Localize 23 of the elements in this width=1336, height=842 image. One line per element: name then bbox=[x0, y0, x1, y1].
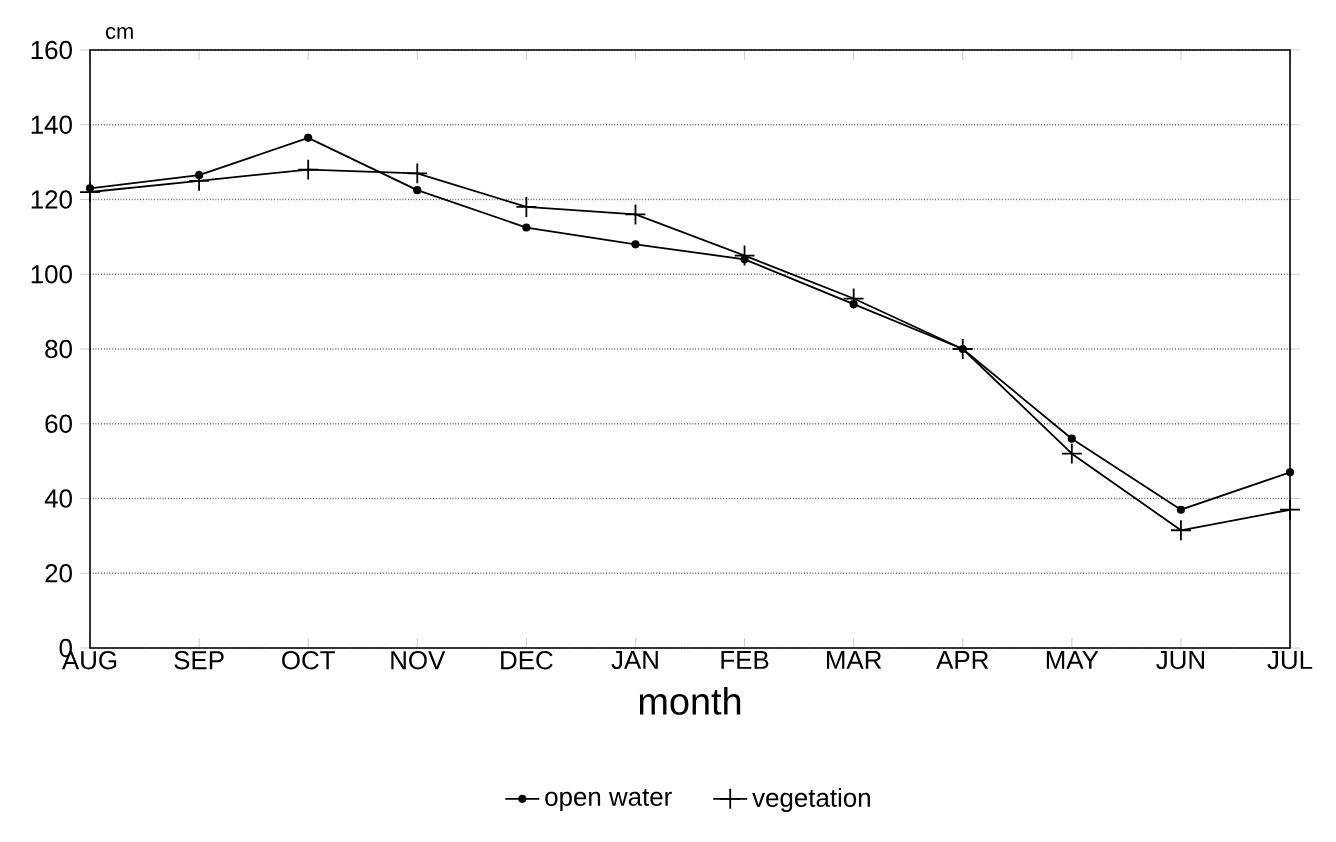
x-tick-label: APR bbox=[936, 651, 989, 669]
y-tick-label: 140 bbox=[31, 115, 72, 134]
x-tick-label: MAY bbox=[1046, 651, 1099, 669]
legend-label: vegetation bbox=[752, 787, 870, 813]
x-tick-label: NOV bbox=[391, 651, 446, 670]
y-tick-label: 160 bbox=[31, 40, 72, 60]
y-axis-title: cm bbox=[105, 26, 133, 39]
y-tick-label: 100 bbox=[31, 265, 72, 284]
y-tick-label: 40 bbox=[44, 489, 72, 508]
x-tick-label: JAN bbox=[611, 651, 658, 670]
legend-label: open water bbox=[545, 788, 672, 812]
y-tick-label: 20 bbox=[45, 564, 72, 583]
x-tick-label: OCT bbox=[282, 651, 335, 670]
y-tick-label: 80 bbox=[45, 339, 72, 359]
x-tick-label: FEB bbox=[721, 651, 769, 669]
x-tick-label: DEC bbox=[501, 651, 553, 670]
x-tick-label: MAR bbox=[826, 651, 882, 669]
x-tick-label: SEP bbox=[174, 651, 224, 670]
y-tick-label: 120 bbox=[31, 190, 72, 209]
y-tick-label: 60 bbox=[45, 414, 72, 433]
x-tick-label: JUL bbox=[1267, 651, 1313, 670]
x-tick-label: JUN bbox=[1156, 651, 1204, 670]
x-axis-title: month bbox=[639, 687, 741, 715]
